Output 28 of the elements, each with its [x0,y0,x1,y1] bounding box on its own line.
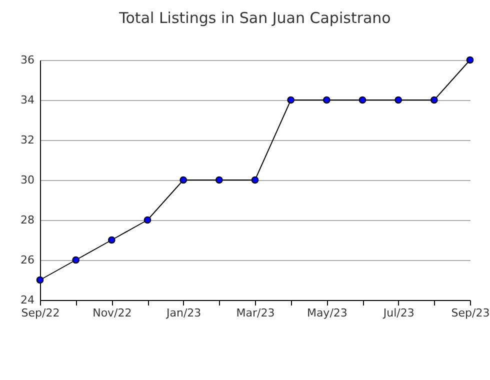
point [466,56,474,64]
point [430,96,438,104]
y-tick-label: 26 [20,254,34,266]
point [72,256,80,264]
point [180,176,187,184]
y-tick-label: 28 [20,214,34,226]
x-tick-label: Jan/23 [165,306,202,320]
x-tick-label: Nov/22 [92,306,132,320]
x-tick-label: Mar/23 [236,306,275,320]
y-tick-label: 30 [20,174,34,186]
x-tick-label: Sep/23 [451,306,490,320]
point [323,96,330,104]
point [144,216,152,224]
y-tick-label: 24 [20,294,34,306]
x-tick-label: Sep/22 [21,306,60,320]
chart-title: Total Listings in San Juan Capistrano [118,9,391,27]
point [251,176,259,184]
point [287,96,294,104]
x-tick-label: Jul/23 [382,306,414,320]
point [358,96,366,104]
y-tick-label: 34 [20,94,34,106]
y-tick-label: 36 [20,54,34,66]
point [108,236,116,244]
point [394,96,402,104]
y-tick-label: 32 [20,134,34,146]
point [216,176,223,184]
point [36,276,44,284]
x-tick-label: May/23 [306,306,348,320]
